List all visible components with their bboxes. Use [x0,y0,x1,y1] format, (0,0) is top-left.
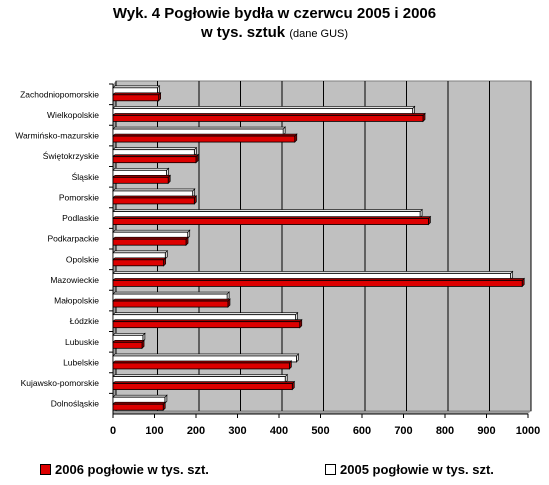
bar-2006-1 [112,115,424,122]
bar-2006-4 [112,176,169,184]
bar-2006-12 [112,341,143,349]
category-label-6: Podlaskie [62,213,99,223]
legend-item-2006: 2006 pogłowie w tys. szt. [40,462,209,477]
chart-title: Wyk. 4 Pogłowie bydła w czerwcu 2005 i 2… [112,5,437,22]
legend-swatch-2005 [325,464,336,475]
bar-2006-10 [112,300,229,308]
bar-2006-3 [112,156,197,164]
bar-2006-6 [112,218,429,225]
category-label-14: Kujawsko-pomorskie [21,378,100,388]
x-tick-label-600: 600 [353,425,371,437]
category-label-3: Świętokrzyskie [43,150,99,161]
legend-item-2005: 2005 pogłowie w tys. szt. [325,462,494,477]
category-label-7: Podkarpackie [47,234,99,244]
category-label-0: Zachodniopomorskie [20,89,99,99]
x-tick-label-500: 500 [311,425,329,437]
legend-swatch-2006 [40,464,51,475]
x-tick-label-200: 200 [187,425,205,437]
category-label-10: Małopolskie [54,296,99,306]
legend-label-2006: 2006 pogłowie w tys. szt. [55,462,209,477]
chart-subtitle: w tys. sztuk (dane GUS) [0,24,549,41]
x-tick-label-700: 700 [394,425,412,437]
category-label-1: Wielkopolskie [47,110,99,120]
category-label-13: Lubelskie [63,357,99,367]
x-tick-label-100: 100 [145,425,163,437]
subtitle-note: (dane GUS) [289,28,349,40]
x-tick-label-400: 400 [270,425,288,437]
bar-2006-13 [112,362,290,370]
bar-2006-0 [112,94,160,102]
bar-2006-2 [112,135,296,143]
bar-2006-14 [112,383,293,390]
category-label-8: Opolskie [66,254,99,264]
category-label-11: Łódzkie [70,316,100,326]
category-label-2: Warmińsko-mazurskie [15,131,99,141]
category-label-15: Dolnośląskie [51,399,99,409]
x-tick-label-0: 0 [110,425,116,437]
x-tick-label-800: 800 [436,425,454,437]
bar-2006-15 [112,403,164,411]
bar-2006-7 [112,238,187,246]
x-tick-label-900: 900 [477,425,495,437]
bar-2006-5 [112,197,195,205]
subtitle-main: w tys. sztuk [200,24,286,41]
x-tick-label-300: 300 [228,425,246,437]
category-label-12: Lubuskie [65,337,99,347]
bar-2006-11 [112,321,301,329]
legend-label-2005: 2005 pogłowie w tys. szt. [340,462,494,477]
x-tick-label-1000: 1000 [516,425,540,437]
bar-2006-8 [112,259,165,267]
bar-2006-9 [112,280,523,287]
category-label-5: Pomorskie [59,192,99,202]
category-label-9: Mazowieckie [50,275,99,285]
category-label-4: Śląskie [72,171,100,182]
bar-chart: 0 100 200 300 400 500 600 700 800 900 1000 Zachodni… [15,80,540,437]
